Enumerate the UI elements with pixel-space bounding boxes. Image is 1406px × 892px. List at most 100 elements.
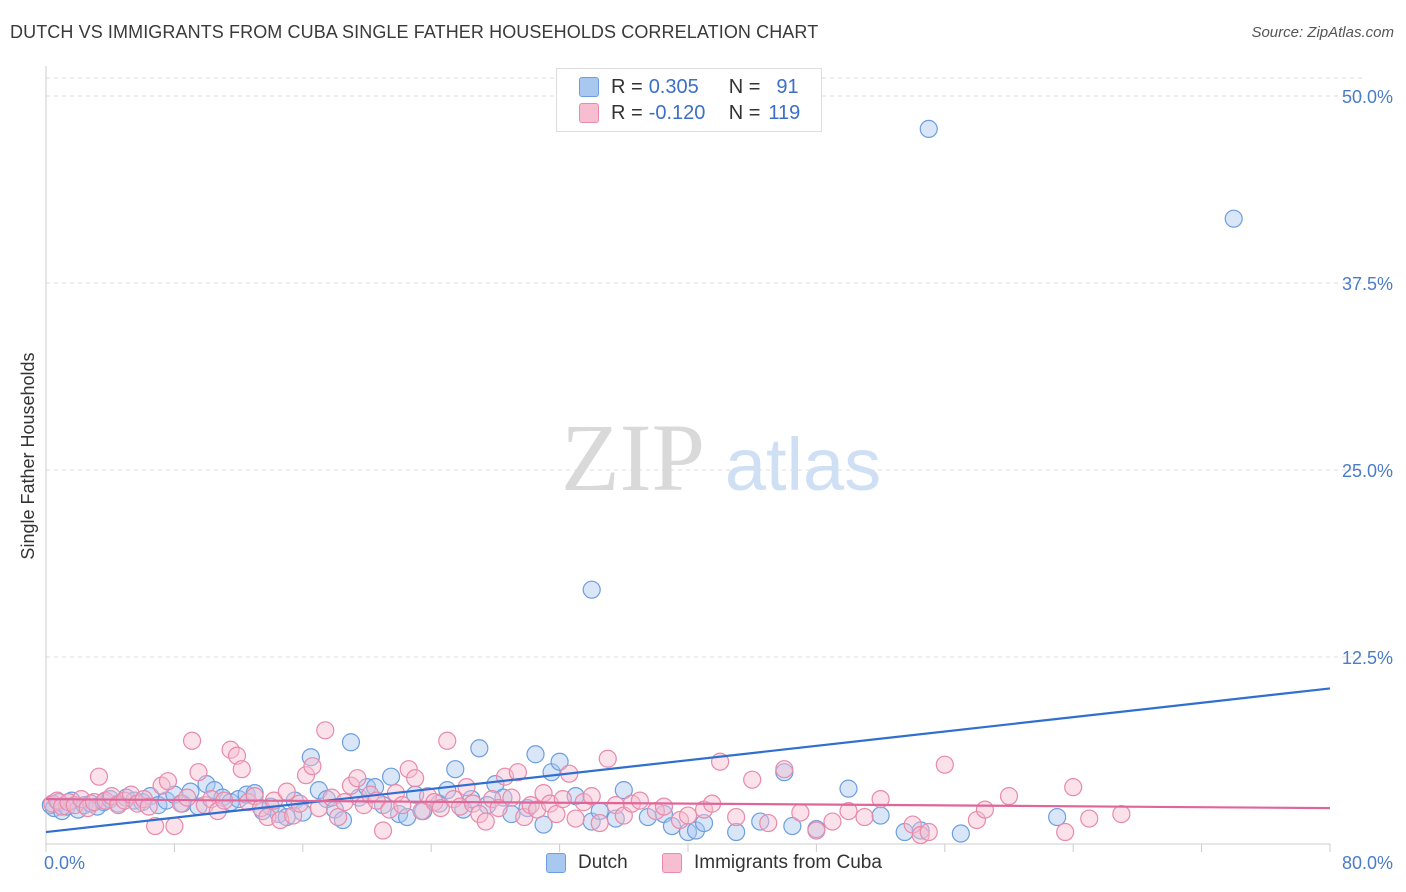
dutch-point — [582, 580, 601, 599]
legend-r-label: R = — [611, 101, 643, 124]
watermark-atlas: atlas — [725, 423, 881, 506]
legend-r-value: -0.120 — [648, 101, 706, 124]
cuba-point — [438, 731, 457, 750]
legend-item-dutch[interactable]: Dutch — [546, 852, 628, 874]
cuba-point — [182, 731, 202, 750]
cuba-point — [309, 798, 328, 818]
cuba-point — [975, 800, 995, 819]
y-tick-label: 12.5% — [1342, 648, 1393, 668]
dutch-point — [526, 745, 545, 764]
dutch-point — [341, 733, 361, 752]
cuba-point — [406, 769, 425, 788]
cuba-point — [547, 804, 566, 824]
cuba-point — [89, 767, 109, 786]
cuba-point — [590, 813, 609, 833]
cuba-point — [823, 812, 842, 831]
cuba-point — [457, 778, 476, 797]
cuba-point — [855, 807, 874, 827]
cuba-point — [759, 813, 778, 833]
dutch-point — [614, 781, 633, 800]
cuba-legend-swatch-icon — [662, 853, 682, 873]
series-legend: Dutch Immigrants from Cuba — [0, 852, 1406, 878]
cuba-point — [303, 757, 322, 776]
cuba-point — [919, 822, 938, 842]
cuba-point — [444, 790, 463, 809]
cuba-point — [341, 776, 361, 795]
dutch-point — [783, 816, 802, 836]
cuba-point — [470, 804, 489, 824]
cuba-point — [502, 788, 521, 807]
cuba-point — [775, 760, 794, 779]
dutch-point — [301, 748, 320, 767]
cuba-point — [566, 809, 585, 828]
cuba-point — [329, 807, 348, 827]
cuba-point — [178, 788, 197, 807]
legend-n-label: N = — [728, 75, 761, 98]
dutch-point — [839, 779, 858, 798]
dutch-point — [694, 813, 714, 833]
cuba-point — [139, 797, 158, 816]
cuba-point — [1056, 822, 1075, 842]
dutch-point — [1224, 209, 1243, 228]
x-tick-label: 80.0% — [1342, 853, 1393, 873]
cuba-point — [807, 821, 826, 840]
cuba-point — [935, 755, 954, 774]
cuba-point — [791, 803, 810, 822]
dutch-legend-swatch-icon — [546, 853, 566, 873]
cuba-point — [232, 760, 251, 779]
dutch-point — [470, 739, 489, 758]
cuba-point — [1080, 809, 1099, 828]
legend-label-dutch: Dutch — [578, 852, 628, 873]
cuba-point — [373, 821, 393, 840]
dutch-swatch-icon — [579, 77, 599, 97]
cuba-swatch-icon — [579, 103, 599, 123]
legend-n-value: 91 — [776, 75, 799, 98]
cuba-point — [277, 782, 296, 801]
cuba-point — [598, 749, 617, 768]
legend-label-cuba: Immigrants from Cuba — [694, 852, 882, 873]
source-credit: Source: ZipAtlas.com — [1251, 24, 1394, 41]
dutch-point — [951, 824, 970, 843]
legend-r-label: R = — [611, 75, 643, 98]
cuba-point — [146, 816, 165, 836]
cuba-point — [508, 763, 527, 782]
legend-item-cuba[interactable]: Immigrants from Cuba — [662, 852, 882, 874]
cuba-trend-line — [45, 798, 1331, 810]
cuba-point — [630, 791, 649, 810]
cuba-point — [296, 766, 316, 785]
cuba-point — [393, 796, 412, 815]
cuba-point — [1112, 804, 1131, 824]
legend-row-dutch: R = 0.305 N = 91 — [579, 75, 799, 99]
cuba-point — [348, 769, 367, 788]
cuba-point — [316, 721, 335, 740]
cuba-point — [654, 797, 674, 816]
y-tick-label: 37.5% — [1342, 274, 1393, 294]
dutch-point — [534, 815, 553, 834]
x-tick-label: 0.0% — [44, 853, 85, 873]
y-tick-label: 25.0% — [1342, 461, 1393, 481]
cuba-point — [483, 790, 502, 809]
cuba-point — [227, 746, 247, 765]
legend-r-value: 0.305 — [648, 75, 699, 98]
y-tick-label: 50.0% — [1342, 87, 1393, 107]
cuba-point — [582, 787, 601, 806]
cuba-point — [743, 770, 762, 789]
legend-row-cuba: R = -0.120 N = 119 — [579, 101, 800, 125]
dutch-point — [486, 775, 505, 794]
watermark-zip: ZIP — [561, 404, 705, 511]
cuba-point — [463, 794, 483, 813]
cuba-point — [476, 812, 495, 831]
axes — [45, 66, 1331, 852]
dutch-point — [727, 822, 746, 842]
legend-n-value: 119 — [768, 101, 801, 124]
cuba-point — [553, 790, 572, 809]
legend-n-label: N = — [728, 101, 761, 124]
dutch-point — [446, 760, 465, 779]
dutch-point — [333, 810, 353, 830]
cuba-point — [999, 787, 1019, 806]
cuba-point — [158, 772, 178, 791]
cuba-point — [165, 816, 184, 836]
cuba-point — [727, 807, 746, 827]
cuba-point — [839, 801, 858, 821]
